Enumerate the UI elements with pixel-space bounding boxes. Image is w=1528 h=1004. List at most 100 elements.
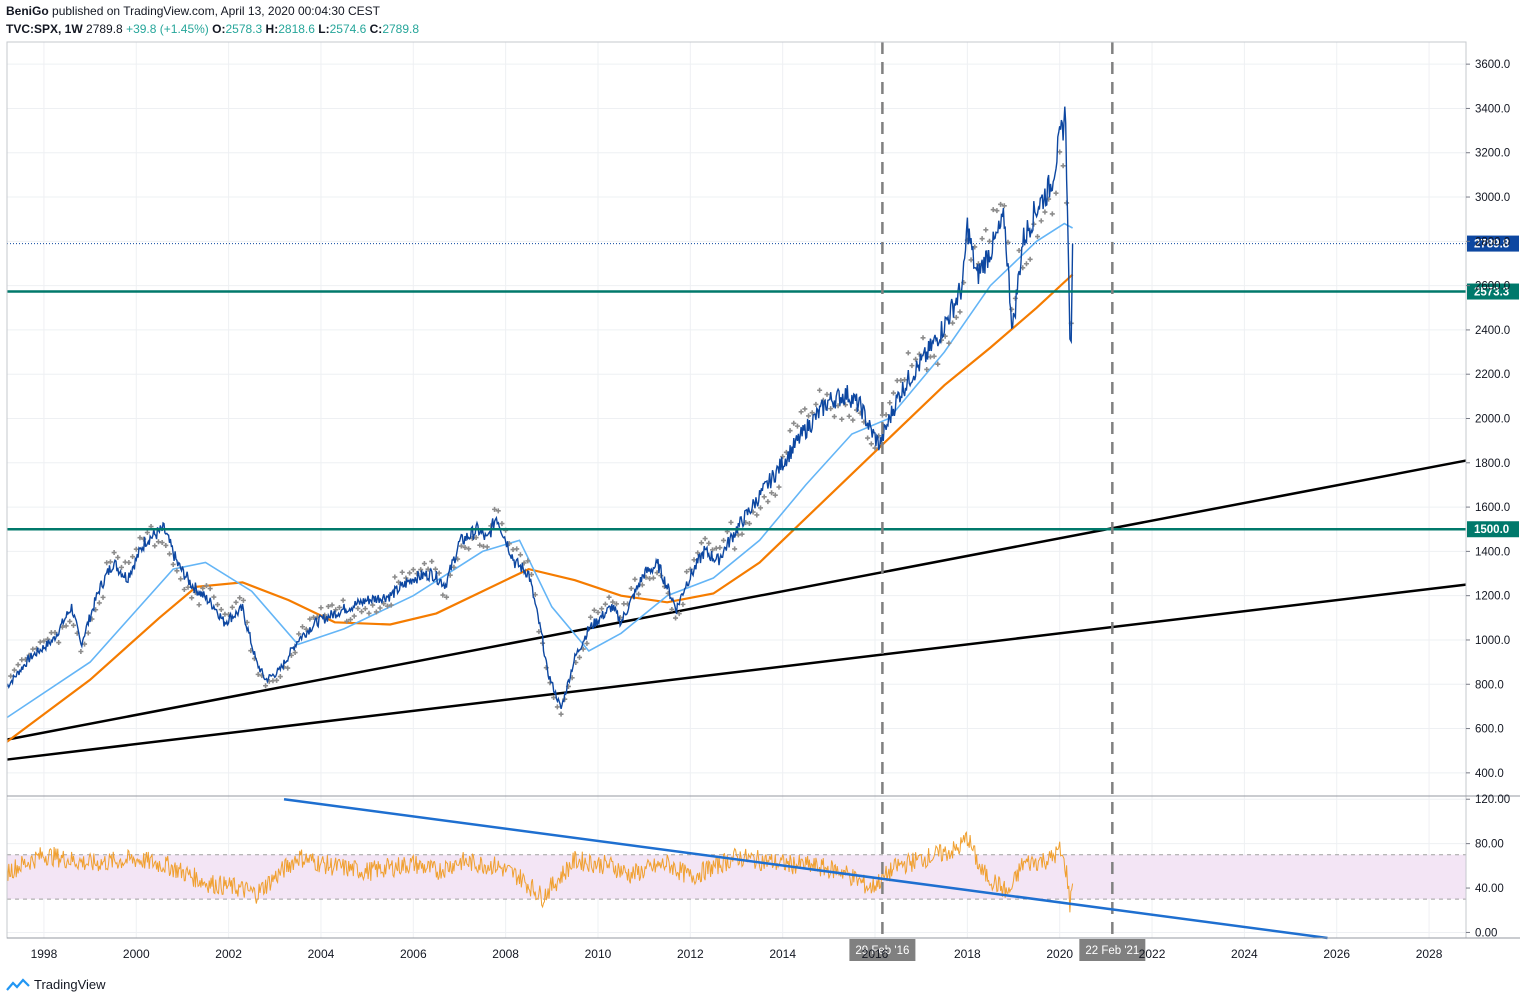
sar-marker — [931, 353, 937, 359]
x-tick-label: 2002 — [215, 947, 242, 961]
last-price-badge — [1467, 235, 1519, 252]
sar-marker — [329, 602, 335, 608]
sar-marker — [200, 585, 206, 591]
sar-marker — [384, 603, 390, 609]
sar-marker — [979, 236, 985, 242]
rsi-y-tick-label: 120.00 — [1475, 794, 1510, 806]
sar-marker — [348, 617, 354, 623]
sar-marker — [776, 484, 782, 490]
sar-marker — [746, 521, 752, 527]
sar-marker — [355, 605, 361, 611]
sar-marker — [15, 662, 21, 668]
sar-marker — [274, 677, 280, 683]
sar-marker — [551, 695, 557, 701]
sar-marker — [787, 428, 793, 434]
sar-marker — [698, 540, 704, 546]
sar-marker — [739, 531, 745, 537]
x-tick-label: 2004 — [308, 947, 335, 961]
sar-marker — [63, 623, 69, 629]
symbol-name[interactable]: TVC:SPX, 1W — [6, 22, 83, 36]
sar-marker — [525, 558, 531, 564]
sar-marker — [577, 654, 583, 660]
sar-marker — [381, 601, 387, 607]
vertical-marker-label: 29 Feb '16 — [855, 945, 909, 957]
y-tick-label: 1200.0 — [1475, 591, 1510, 603]
sar-marker — [111, 550, 117, 556]
sar-marker — [842, 402, 848, 408]
sar-marker — [484, 544, 490, 550]
rsi-y-tick-label: 40.00 — [1475, 883, 1504, 895]
sar-marker — [370, 602, 376, 608]
sar-marker — [639, 582, 645, 588]
sar-marker — [333, 607, 339, 613]
sar-marker — [913, 356, 919, 362]
sar-marker — [137, 535, 143, 541]
sar-marker — [477, 542, 483, 548]
price-change: +39.8 (+1.45%) — [126, 22, 209, 36]
sar-marker — [277, 674, 283, 680]
author-name[interactable]: BeniGo — [6, 4, 49, 18]
sar-marker — [824, 391, 830, 397]
sar-marker — [11, 667, 17, 673]
sar-marker — [418, 567, 424, 573]
sar-marker — [240, 597, 246, 603]
sar-marker — [399, 569, 405, 575]
sar-marker — [67, 618, 73, 624]
sar-marker — [296, 631, 302, 637]
sar-marker — [588, 614, 594, 620]
sar-marker — [613, 601, 619, 607]
sar-marker — [599, 606, 605, 612]
sar-marker — [325, 603, 331, 609]
sar-marker — [495, 508, 501, 514]
sar-marker — [839, 416, 845, 422]
x-tick-label: 2000 — [123, 947, 150, 961]
sar-marker — [263, 683, 269, 689]
sar-marker — [185, 584, 191, 590]
sar-marker — [1049, 211, 1055, 217]
sar-marker — [70, 622, 76, 628]
sar-marker — [144, 530, 150, 536]
sar-marker — [610, 599, 616, 605]
sar-marker — [529, 572, 535, 578]
x-tick-label: 2028 — [1416, 947, 1443, 961]
sar-marker — [432, 566, 438, 572]
overlay-layer: 2573.3 1500.0 2789.8 29 Feb '16 22 Feb '21 — [7, 42, 1519, 961]
sar-marker — [983, 227, 989, 233]
x-tick-label: 2006 — [400, 947, 427, 961]
sar-marker — [303, 626, 309, 632]
sar-marker — [307, 616, 313, 622]
sar-marker — [673, 615, 679, 621]
sar-marker — [935, 361, 941, 367]
last-price-label: 2789.8 — [1474, 239, 1510, 251]
y-tick-label: 2200.0 — [1475, 369, 1510, 381]
moving-average-fast — [6, 222, 1073, 719]
sar-marker — [115, 554, 121, 560]
level-badge — [1467, 283, 1519, 300]
sar-marker — [846, 413, 852, 419]
sar-marker — [359, 609, 365, 615]
sar-marker — [499, 521, 505, 527]
sar-marker — [872, 445, 878, 451]
rsi-line — [6, 831, 1074, 913]
sar-marker — [595, 609, 601, 615]
y-tick-label: 1800.0 — [1475, 458, 1510, 470]
sar-marker — [458, 543, 464, 549]
y-tick-label: 3000.0 — [1475, 192, 1510, 204]
x-tick-label: 2020 — [1046, 947, 1073, 961]
tradingview-footer[interactable]: TradingView — [6, 977, 106, 992]
rsi-band — [7, 854, 1466, 900]
sar-marker — [806, 413, 812, 419]
sar-marker — [920, 335, 926, 341]
sar-marker — [558, 711, 564, 717]
sar-marker — [950, 320, 956, 326]
sar-marker — [56, 640, 62, 646]
level-badge-label: 1500.0 — [1474, 524, 1509, 536]
sar-marker — [868, 441, 874, 447]
y-tick-label: 3200.0 — [1475, 148, 1510, 160]
sar-marker — [126, 560, 132, 566]
sar-marker — [237, 595, 243, 601]
x-tick-label: 1998 — [31, 947, 58, 961]
sar-marker — [196, 602, 202, 608]
y-tick-label: 400.0 — [1475, 768, 1504, 780]
